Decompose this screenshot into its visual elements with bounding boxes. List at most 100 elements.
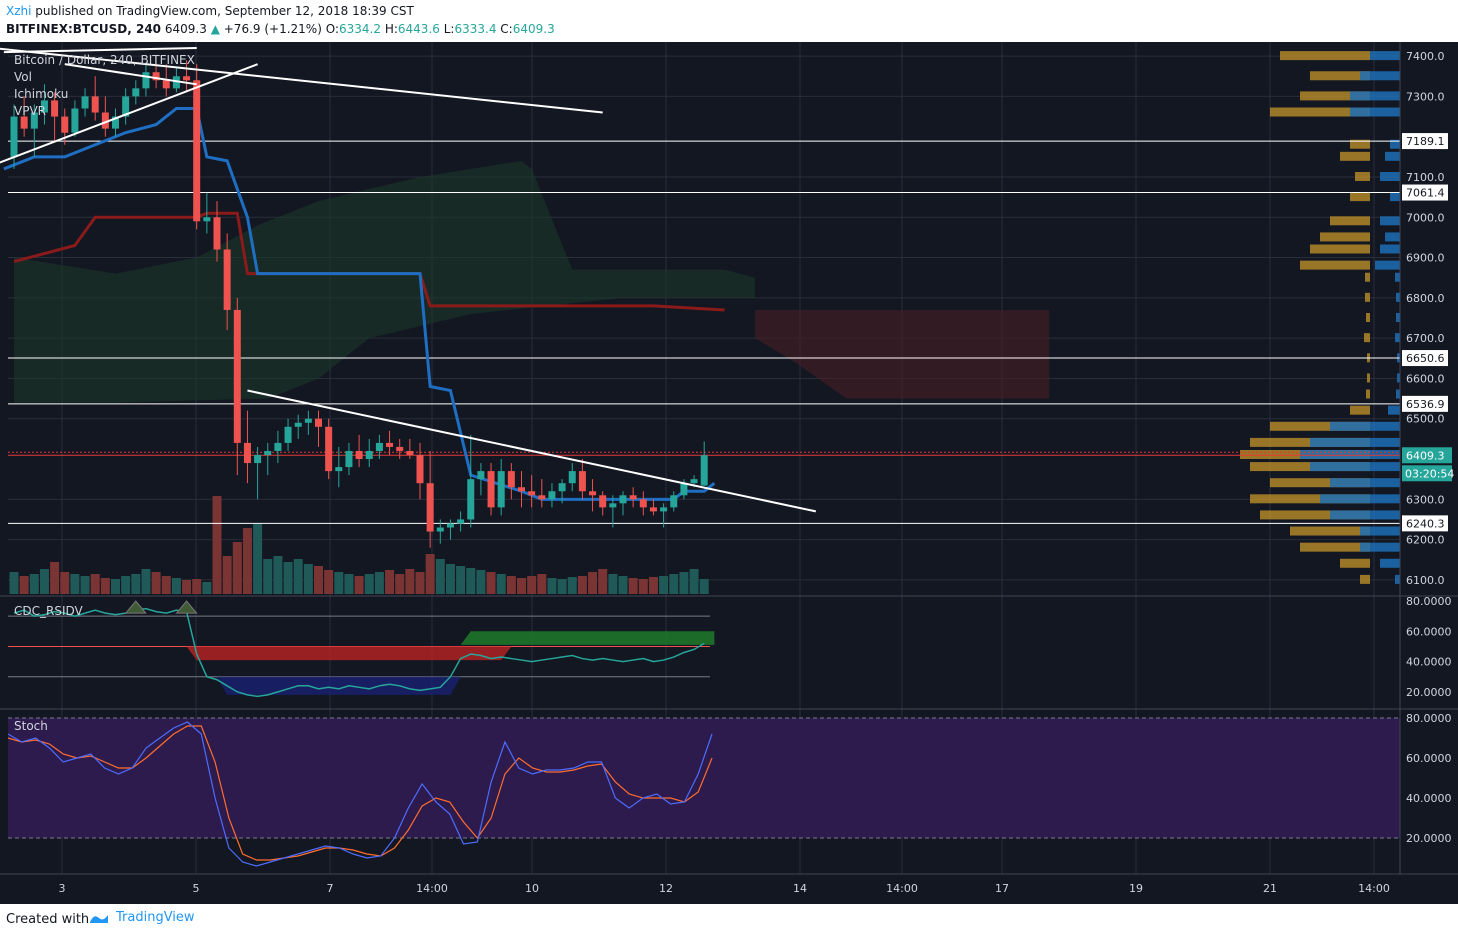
rsi-signal-icon-1 xyxy=(175,600,198,614)
chart-footer: Created with TradingView xyxy=(0,904,1458,938)
candle-body-17 xyxy=(183,76,191,81)
candle-body-0 xyxy=(10,116,18,157)
price-chart[interactable]: 7189.1 7061.4 6650.6 6536.9 6240.3 6409.3 03:2… xyxy=(0,42,1458,904)
vpvr-down-4 xyxy=(1350,139,1370,149)
vpvr-down-1 xyxy=(1310,71,1370,81)
volume-bar-40 xyxy=(415,572,425,594)
stoch-tick-2: 40.0000 xyxy=(1406,792,1452,805)
vpvr-up-20 xyxy=(1330,421,1400,431)
chart-legend: Bitcoin / Dollar, 240, BITFINEX Vol Ichi… xyxy=(14,53,195,733)
volume-bar-43 xyxy=(445,564,455,594)
close-label: C: xyxy=(500,22,513,36)
volume-bar-26 xyxy=(273,556,283,594)
candle-body-52 xyxy=(538,495,546,500)
ichimoku-cloud xyxy=(14,160,1050,403)
candle-body-64 xyxy=(660,507,668,512)
vpvr-down-24 xyxy=(1270,478,1370,488)
trend-lines[interactable] xyxy=(0,47,817,513)
vpvr-down-5 xyxy=(1340,151,1370,161)
volume-bar-36 xyxy=(374,572,384,594)
vpvr-up-22 xyxy=(1300,449,1400,459)
volume-bar-51 xyxy=(527,576,537,594)
candle-body-25 xyxy=(264,450,272,455)
time-tick-8: 17 xyxy=(995,882,1009,895)
rsi-tick-1: 60.0000 xyxy=(1406,625,1452,638)
rsi-bull-zone xyxy=(460,631,715,645)
vpvr-up-2 xyxy=(1350,91,1400,101)
level-tag-2 xyxy=(1402,350,1448,367)
trend-line-1 xyxy=(0,63,258,164)
trend-line-0 xyxy=(0,47,603,114)
volume-bar-44 xyxy=(456,566,466,594)
candle-body-38 xyxy=(396,446,404,451)
vpvr-down-19 xyxy=(1350,405,1370,415)
stoch-pane: 80.0000 60.0000 40.0000 20.0000 xyxy=(7,712,1452,867)
candle-body-42 xyxy=(436,527,444,532)
vpvr-down-3 xyxy=(1270,107,1370,117)
vpvr-down-2 xyxy=(1300,91,1370,101)
price-tick-8: 6500.0 xyxy=(1406,413,1445,426)
time-tick-6: 14 xyxy=(793,882,807,895)
vpvr-up-21 xyxy=(1310,437,1400,447)
vpvr-down-25 xyxy=(1250,494,1370,504)
candle-body-21 xyxy=(223,249,231,310)
candle-body-55 xyxy=(568,471,576,484)
time-tick-3: 14:00 xyxy=(416,882,448,895)
price-tick-4: 6900.0 xyxy=(1406,252,1445,265)
vpvr-up-13 xyxy=(1396,292,1400,302)
volume-bar-27 xyxy=(283,562,293,594)
volume-bar-60 xyxy=(618,576,628,594)
volume-bar-15 xyxy=(161,576,171,594)
time-tick-5: 12 xyxy=(659,882,673,895)
time-tick-7: 14:00 xyxy=(886,882,918,895)
symbol-label[interactable]: BITFINEX:BTCUSD, 240 xyxy=(6,22,162,36)
price-tick-0: 7400.0 xyxy=(1406,50,1445,63)
volume-bar-67 xyxy=(689,569,699,594)
vpvr-down-17 xyxy=(1367,373,1370,383)
volume-bar-23 xyxy=(242,528,252,594)
candle-body-59 xyxy=(609,503,617,508)
volume-bar-17 xyxy=(182,580,192,594)
volume-bar-1 xyxy=(19,576,29,594)
candle-body-61 xyxy=(629,495,637,500)
candle-body-16 xyxy=(172,76,180,89)
trend-line-2 xyxy=(64,63,197,86)
volume-bar-65 xyxy=(669,574,679,594)
time-tick-1: 5 xyxy=(193,882,200,895)
volume-bar-41 xyxy=(425,554,435,594)
candle-body-30 xyxy=(315,418,322,427)
volume-bar-34 xyxy=(354,576,364,594)
tradingview-logo-icon xyxy=(90,914,108,923)
candle-body-7 xyxy=(81,96,89,109)
volume-bar-14 xyxy=(151,572,161,594)
price-tick-9: 6300.0 xyxy=(1406,493,1445,506)
candle-body-10 xyxy=(112,116,119,129)
chart-header: Xzhi published on TradingView.com, Septe… xyxy=(0,0,1458,42)
volume-bar-22 xyxy=(232,542,242,594)
open-label: O: xyxy=(325,22,339,36)
tradingview-link[interactable]: TradingView xyxy=(88,910,195,925)
level-tag-0 xyxy=(1402,133,1448,150)
last-price-tag xyxy=(1402,447,1452,464)
low-value: 6333.4 xyxy=(454,22,497,36)
level-label-3: 6536.9 xyxy=(1406,398,1445,411)
vpvr-up-9 xyxy=(1385,232,1400,242)
price-change: +76.9 (+1.21%) xyxy=(223,22,322,36)
author-link[interactable]: Xzhi xyxy=(6,4,32,18)
candle-body-35 xyxy=(365,450,373,460)
candle-body-51 xyxy=(528,491,536,496)
volume-bar-20 xyxy=(212,496,222,594)
rsi-pane-label: CDC_RSIDV xyxy=(14,604,84,618)
stoch-tick-0: 80.0000 xyxy=(1406,712,1452,725)
up-arrow-icon: ▲ xyxy=(210,22,220,36)
volume-bar-10 xyxy=(111,579,120,594)
price-tick-7: 6600.0 xyxy=(1406,372,1445,385)
candle-body-29 xyxy=(304,418,312,423)
vpvr-down-15 xyxy=(1364,333,1370,343)
low-label: L: xyxy=(443,22,455,36)
candle-body-18 xyxy=(193,80,201,222)
candle-body-37 xyxy=(386,442,394,447)
time-tick-2: 7 xyxy=(327,882,334,895)
volume-bar-49 xyxy=(506,576,516,594)
vpvr-up-10 xyxy=(1380,244,1400,254)
